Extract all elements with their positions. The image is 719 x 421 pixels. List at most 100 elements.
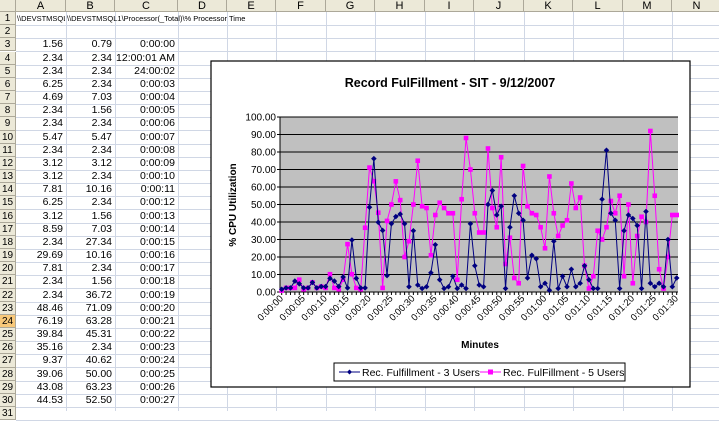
row-header-7[interactable]: 7: [0, 91, 16, 105]
cell-b10[interactable]: 5.47: [91, 130, 112, 143]
cell-a11[interactable]: 2.34: [42, 143, 63, 156]
row-header-6[interactable]: 6: [0, 77, 16, 91]
cell-b15[interactable]: 2.34: [91, 196, 112, 209]
row-header-10[interactable]: 10: [0, 130, 16, 144]
column-header-f[interactable]: F: [276, 0, 326, 12]
cell-c25[interactable]: 0:00:22: [139, 328, 175, 341]
cell-c5[interactable]: 24:00:02: [134, 64, 175, 77]
cell-a27[interactable]: 9.37: [42, 354, 63, 367]
cell-c21[interactable]: 0:00:18: [139, 275, 175, 288]
cell-b27[interactable]: 40.62: [85, 354, 112, 367]
cell-c19[interactable]: 0:00:16: [139, 249, 175, 262]
embedded-chart[interactable]: Record FulFillment - SIT - 9/12/2007 0.0…: [0, 0, 719, 411]
row-header-8[interactable]: 8: [0, 104, 16, 118]
cell-b17[interactable]: 7.03: [91, 222, 112, 235]
cell-a9[interactable]: 2.34: [42, 117, 63, 130]
cell-c18[interactable]: 0:00:15: [139, 235, 175, 248]
cell-c9[interactable]: 0:00:06: [139, 117, 175, 130]
column-header-d[interactable]: D: [178, 0, 227, 12]
cell-a6[interactable]: 6.25: [42, 77, 63, 90]
cell-b26[interactable]: 2.34: [91, 341, 112, 354]
column-header-b[interactable]: B: [66, 0, 115, 12]
cell-c6[interactable]: 0:00:03: [139, 77, 175, 90]
cell-a22[interactable]: 2.34: [42, 288, 63, 301]
cell-b1[interactable]: \\DEVSTMSQL1\Processor(_Total)\% Process…: [67, 14, 246, 23]
cell-a17[interactable]: 8.59: [42, 222, 63, 235]
cell-c17[interactable]: 0:00:14: [139, 222, 175, 235]
column-header-i[interactable]: I: [425, 0, 474, 12]
row-header-3[interactable]: 3: [0, 38, 16, 52]
cell-b25[interactable]: 45.31: [85, 328, 112, 341]
cell-a30[interactable]: 44.53: [36, 393, 63, 406]
cell-a21[interactable]: 2.34: [42, 275, 63, 288]
cell-b24[interactable]: 63.28: [85, 314, 112, 327]
row-header-9[interactable]: 9: [0, 117, 16, 131]
cell-a7[interactable]: 4.69: [42, 91, 63, 104]
cell-b29[interactable]: 63.23: [85, 380, 112, 393]
cell-c10[interactable]: 0:00:07: [139, 130, 175, 143]
cell-b5[interactable]: 2.34: [91, 64, 112, 77]
row-header-2[interactable]: 2: [0, 25, 16, 39]
row-header-11[interactable]: 11: [0, 143, 16, 157]
row-header-24[interactable]: 24: [0, 314, 16, 329]
cell-c8[interactable]: 0:00:05: [139, 104, 175, 117]
row-header-20[interactable]: 20: [0, 262, 16, 276]
cell-b16[interactable]: 1.56: [91, 209, 112, 222]
cell-b9[interactable]: 2.34: [91, 117, 112, 130]
cell-a16[interactable]: 3.12: [42, 209, 63, 222]
row-header-15[interactable]: 15: [0, 196, 16, 210]
cell-a25[interactable]: 39.84: [36, 328, 63, 341]
column-header-k[interactable]: K: [524, 0, 573, 12]
row-header-23[interactable]: 23: [0, 301, 16, 315]
column-header-n[interactable]: N: [672, 0, 719, 12]
cell-c4[interactable]: 12:00:01 AM: [116, 51, 175, 64]
row-header-13[interactable]: 13: [0, 170, 16, 184]
cell-a20[interactable]: 7.81: [42, 262, 63, 275]
cell-a18[interactable]: 2.34: [42, 235, 63, 248]
cell-a15[interactable]: 6.25: [42, 196, 63, 209]
cell-b4[interactable]: 2.34: [91, 51, 112, 64]
cell-c27[interactable]: 0:00:24: [139, 354, 175, 367]
row-header-1[interactable]: 1: [0, 12, 16, 26]
column-header-j[interactable]: J: [474, 0, 524, 12]
cell-b20[interactable]: 2.34: [91, 262, 112, 275]
cell-c7[interactable]: 0:00:04: [139, 91, 175, 104]
cell-c26[interactable]: 0:00:23: [139, 341, 175, 354]
select-all-corner[interactable]: [0, 0, 16, 12]
row-header-30[interactable]: 30: [0, 393, 16, 408]
cell-b11[interactable]: 2.34: [91, 143, 112, 156]
column-header-g[interactable]: G: [326, 0, 375, 12]
cell-b12[interactable]: 3.12: [91, 156, 112, 169]
cell-b8[interactable]: 1.56: [91, 104, 112, 117]
row-header-5[interactable]: 5: [0, 64, 16, 78]
column-header-a[interactable]: A: [16, 0, 66, 12]
row-header-21[interactable]: 21: [0, 275, 16, 289]
column-header-h[interactable]: H: [375, 0, 425, 12]
cell-a5[interactable]: 2.34: [42, 64, 63, 77]
cell-a8[interactable]: 2.34: [42, 104, 63, 117]
cell-b30[interactable]: 52.50: [85, 393, 112, 406]
cell-b21[interactable]: 1.56: [91, 275, 112, 288]
cell-c28[interactable]: 0:00:25: [139, 367, 175, 380]
cell-a23[interactable]: 48.46: [36, 301, 63, 314]
cell-c29[interactable]: 0:00:26: [139, 380, 175, 393]
row-header-12[interactable]: 12: [0, 156, 16, 171]
cell-c15[interactable]: 0:00:12: [139, 196, 175, 209]
cell-b3[interactable]: 0.79: [91, 38, 112, 51]
cell-c11[interactable]: 0:00:08: [139, 143, 175, 156]
cell-b23[interactable]: 71.09: [85, 301, 112, 314]
cell-c14[interactable]: 0:00:11: [140, 183, 175, 196]
cell-c16[interactable]: 0:00:13: [139, 209, 175, 222]
cell-c30[interactable]: 0:00:27: [139, 393, 175, 406]
cell-a28[interactable]: 39.06: [36, 367, 63, 380]
row-header-4[interactable]: 4: [0, 51, 16, 65]
cell-c24[interactable]: 0:00:21: [139, 314, 175, 327]
cell-c13[interactable]: 0:00:10: [139, 170, 175, 183]
cell-a4[interactable]: 2.34: [42, 51, 63, 64]
column-header-c[interactable]: C: [115, 0, 178, 12]
row-header-29[interactable]: 29: [0, 380, 16, 394]
cell-b28[interactable]: 50.00: [85, 367, 112, 380]
cell-a24[interactable]: 76.19: [36, 314, 63, 327]
cell-c20[interactable]: 0:00:17: [139, 262, 175, 275]
row-header-22[interactable]: 22: [0, 288, 16, 302]
